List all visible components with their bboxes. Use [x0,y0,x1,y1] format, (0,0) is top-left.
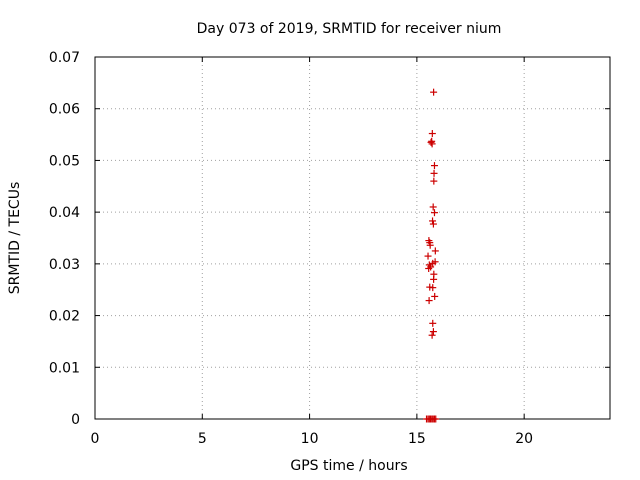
axes [94,56,611,420]
data-point [431,247,439,255]
y-tick-label: 0.01 [49,360,80,376]
data-point [427,138,435,146]
data-point [424,252,432,260]
data-point [428,137,436,145]
data-point [430,177,438,185]
y-tick-label: 0.04 [49,205,80,221]
data-point [426,241,434,249]
x-tick-label: 15 [408,431,426,447]
y-tick-label: 0.03 [49,257,80,273]
ticks: 0 5 10 15 20 0 0.01 0.02 0.03 0.04 0.05 0.06 0.07 [49,50,610,447]
data-point [429,284,437,292]
x-axis-label: GPS time / hours [290,458,407,474]
data-point [425,297,433,305]
data-point [429,319,437,327]
y-tick-label: 0.07 [49,50,80,66]
y-tick-label: 0.06 [49,102,80,118]
data-point [429,220,437,228]
data-point [429,217,437,225]
data-point [429,328,437,336]
data-point [432,415,440,423]
x-tick-label: 10 [301,431,319,447]
data-point [428,130,436,138]
y-axis-label: SRMTID / TECUs [7,182,23,295]
y-tick-label: 0.02 [49,309,80,325]
chart-title: Day 073 of 2019, SRMTID for receiver niu… [197,21,502,37]
x-tick-label: 20 [515,431,533,447]
y-tick-label: 0.05 [49,153,80,169]
data-point [430,88,438,96]
data-point [429,203,437,211]
data-point [431,292,439,300]
x-tick-label: 5 [198,431,207,447]
grid [95,57,610,419]
data-points [423,88,440,423]
data-point [430,169,438,177]
data-point [430,275,438,283]
data-point [428,331,436,339]
data-point [430,162,438,170]
data-point [425,265,433,273]
x-tick-label: 0 [91,431,100,447]
plot-frame [94,56,611,420]
data-point [429,259,437,267]
data-point [430,209,438,217]
y-tick-label: 0 [71,412,80,428]
